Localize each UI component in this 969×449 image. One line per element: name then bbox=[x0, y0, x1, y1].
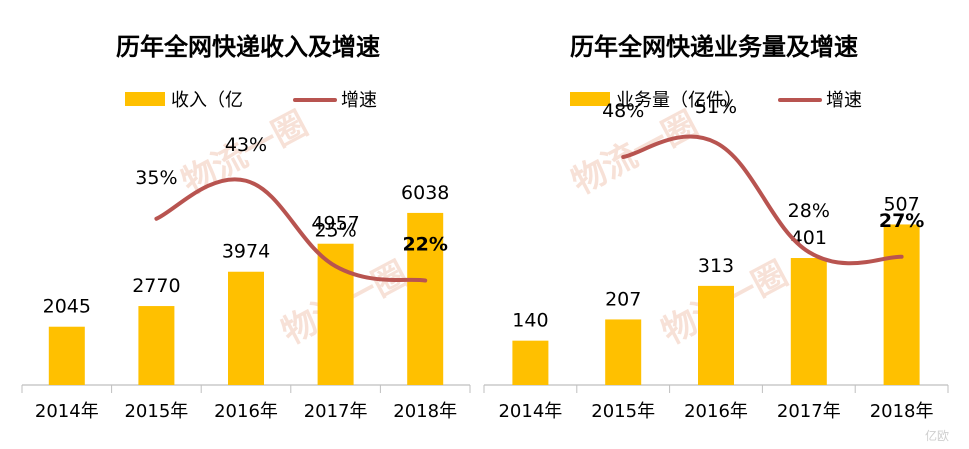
chart2-bar bbox=[512, 340, 549, 385]
chart2-bar-label: 313 bbox=[698, 255, 734, 277]
corner-logo-text: 亿欧 bbox=[925, 428, 949, 443]
chart2-growth-label: 28% bbox=[788, 200, 830, 222]
chart2-growth-label: 48% bbox=[602, 100, 644, 122]
chart1-growth-label: 22% bbox=[402, 234, 447, 256]
chart2-bar bbox=[883, 224, 920, 385]
chart1-growth-label: 25% bbox=[314, 219, 356, 241]
chart1-growth-line bbox=[154, 177, 428, 283]
chart2-legend-bar-swatch bbox=[570, 92, 610, 106]
chart1-legend-bar-swatch bbox=[125, 92, 165, 106]
chart1-bar bbox=[48, 326, 85, 385]
chart2-x-tick-label: 2016年 bbox=[684, 401, 748, 422]
chart1-x-tick-label: 2014年 bbox=[35, 401, 99, 422]
chart1-bar-label: 2770 bbox=[132, 275, 180, 297]
chart2-bar-label: 401 bbox=[791, 227, 827, 249]
chart1-bar-label: 6038 bbox=[401, 182, 449, 204]
chart1-x-tick-label: 2016年 bbox=[214, 401, 278, 422]
chart2-growth-line bbox=[621, 134, 904, 266]
chart1-bar bbox=[228, 271, 264, 385]
chart2-x-tick-label: 2018年 bbox=[870, 401, 934, 422]
chart1-x-tick-label: 2015年 bbox=[124, 401, 188, 422]
chart1-bar-label: 3974 bbox=[222, 241, 270, 263]
chart1-growth-label: 35% bbox=[135, 167, 177, 189]
chart2-title: 历年全网快递业务量及增速 bbox=[570, 33, 858, 61]
chart2-growth-label: 27% bbox=[879, 210, 924, 232]
chart1-title: 历年全网快递收入及增速 bbox=[116, 33, 380, 61]
chart1-bar bbox=[138, 306, 175, 385]
chart2-x-tick-label: 2017年 bbox=[777, 401, 841, 422]
chart2-bar bbox=[790, 258, 827, 385]
chart2-bar bbox=[605, 319, 642, 385]
chart2-legend-line-label: 增速 bbox=[826, 90, 862, 111]
chart2-growth-label: 51% bbox=[695, 96, 737, 118]
chart2-legend-bar-label: 业务量（亿件） bbox=[616, 90, 742, 111]
chart2-x-tick-label: 2014年 bbox=[498, 401, 562, 422]
chart2-bar bbox=[698, 285, 734, 385]
chart1-legend-line-label: 增速 bbox=[341, 90, 377, 111]
chart2-bar-label: 140 bbox=[512, 310, 548, 332]
chart1-legend-bar-label: 收入（亿 bbox=[171, 90, 243, 111]
chart1-bar-label: 4957 bbox=[311, 213, 359, 235]
chart1-bar-label: 2045 bbox=[43, 296, 91, 318]
chart2-bar-label: 207 bbox=[605, 288, 641, 310]
chart1-x-tick-label: 2018年 bbox=[393, 401, 457, 422]
chart1-x-tick-label: 2017年 bbox=[304, 401, 368, 422]
chart2-bar-label: 507 bbox=[883, 193, 919, 215]
chart1-bar bbox=[407, 212, 444, 385]
chart2-x-tick-label: 2015年 bbox=[591, 401, 655, 422]
chart1-growth-label: 43% bbox=[225, 134, 267, 156]
